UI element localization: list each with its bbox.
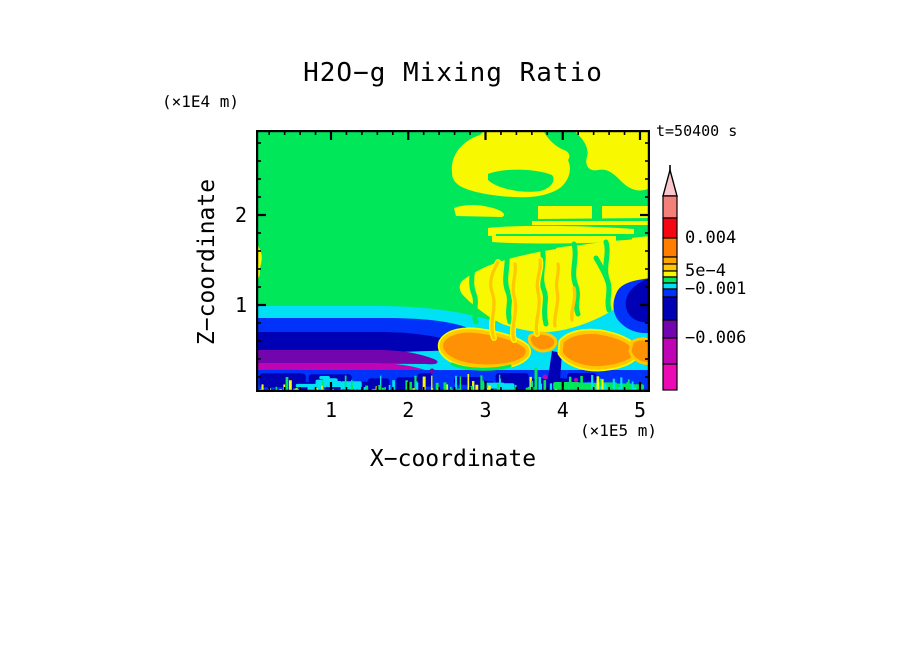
orange-blob-c <box>628 337 650 365</box>
surface-magenta-spots <box>429 368 579 383</box>
time-annotation: t=50400 s <box>656 122 738 140</box>
colorbar-level-label: 5e−4 <box>685 261 726 281</box>
chart-title: H2O−g Mixing Ratio <box>303 58 603 88</box>
x-axis-tick-label: 3 <box>479 398 492 422</box>
z-axis-unit-label: (×1E4 m) <box>162 92 240 111</box>
orange-blob-region <box>437 327 650 380</box>
band-blue <box>256 318 476 342</box>
colorbar-level-label: −0.006 <box>685 328 747 348</box>
band-navy <box>256 332 499 360</box>
x-axis-tick-label: 1 <box>324 398 338 422</box>
green-gaps <box>488 169 626 236</box>
colorbar-level-label: −0.001 <box>685 279 747 299</box>
orange-blob-a <box>439 329 530 368</box>
x-axis-title: X−coordinate <box>369 446 537 472</box>
x-axis-tick-label: 5 <box>633 398 647 422</box>
z-axis-tick-label: 1 <box>234 293 247 317</box>
orange-blob-a2 <box>527 331 558 353</box>
contour-field <box>256 130 650 392</box>
contour-plot <box>256 130 650 392</box>
colorbar <box>662 165 678 391</box>
rising-wisps <box>487 257 577 343</box>
z-axis-title: Z−coordinate <box>194 178 220 346</box>
anvil-green-hole <box>488 169 554 192</box>
plot-frame <box>256 130 650 392</box>
x-axis-tick-label: 2 <box>402 398 415 422</box>
z-axis-tick-label: 2 <box>234 203 247 227</box>
x-axis-unit-label: (×1E5 m) <box>579 421 657 440</box>
x-axis-tick-label: 4 <box>556 398 569 422</box>
colorbar-level-label: 0.004 <box>685 228 737 248</box>
band-purple <box>256 350 438 365</box>
